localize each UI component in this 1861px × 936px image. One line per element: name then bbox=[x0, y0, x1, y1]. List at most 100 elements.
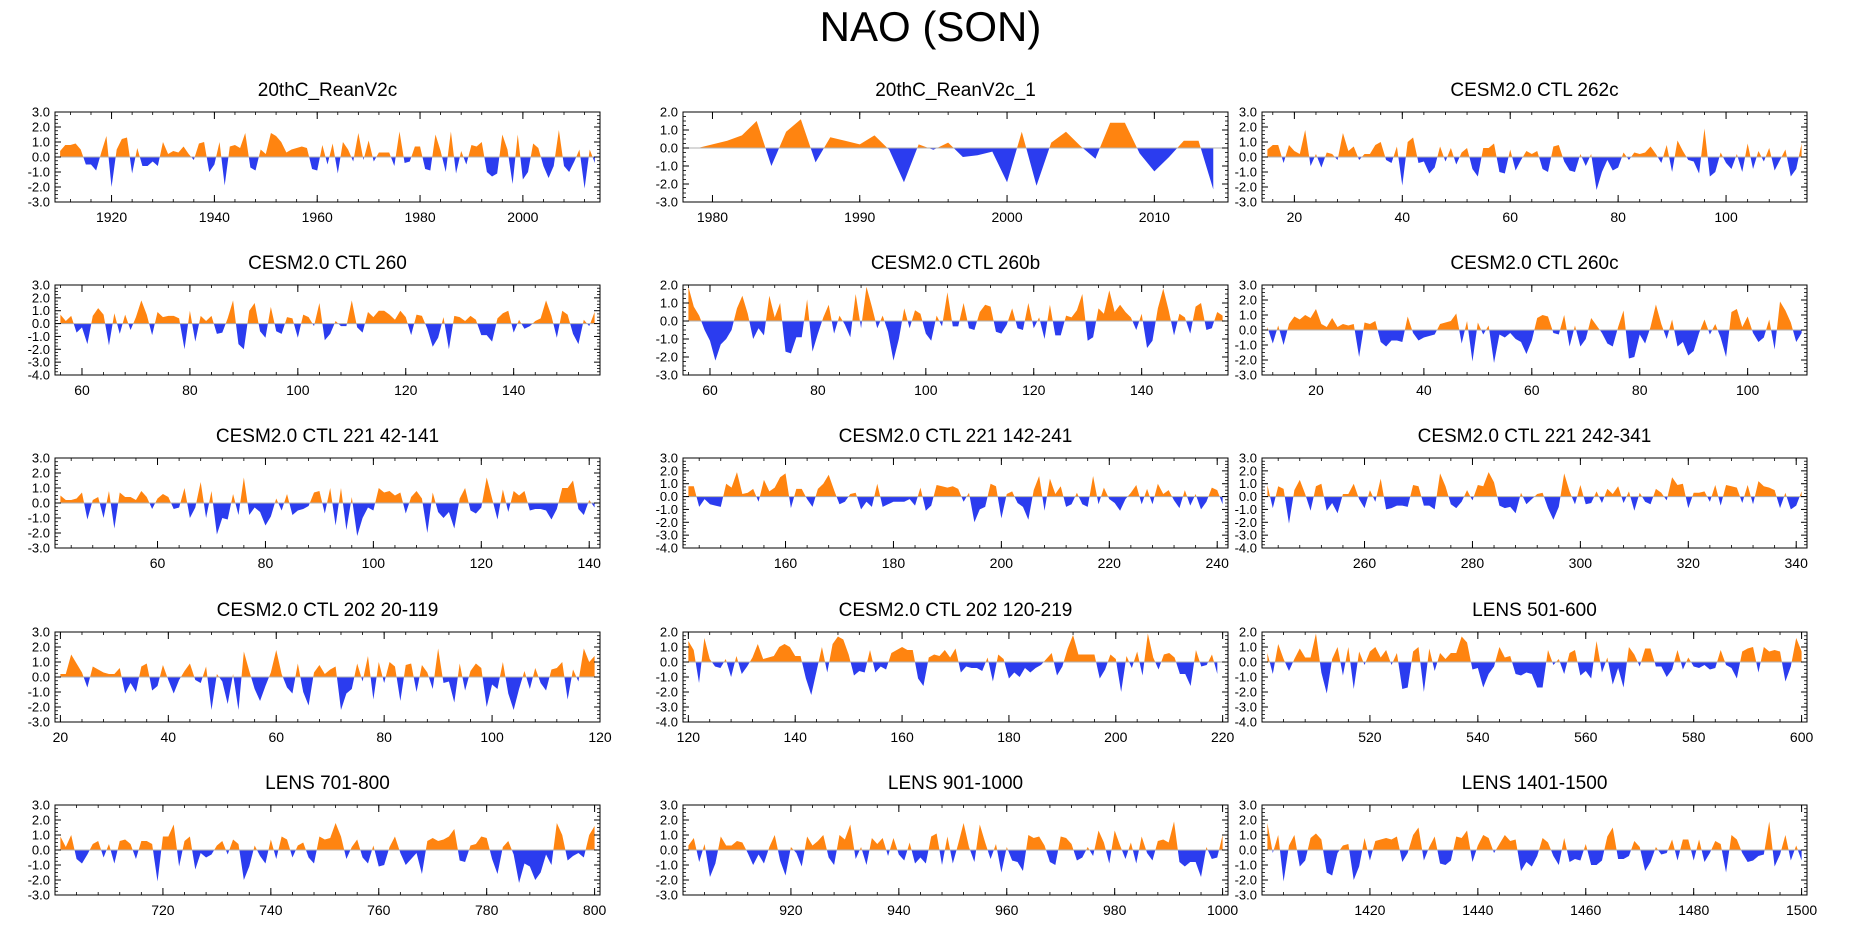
x-tick-label: 120 bbox=[394, 382, 418, 398]
x-tick-label: 220 bbox=[1211, 729, 1235, 745]
y-tick-label: 2.0 bbox=[32, 640, 50, 655]
positive-area bbox=[60, 823, 595, 850]
negative-area bbox=[1267, 330, 1802, 363]
y-tick-label: 1.0 bbox=[660, 123, 678, 138]
y-tick-label: 2.0 bbox=[1239, 120, 1257, 135]
x-tick-label: 1980 bbox=[697, 209, 728, 225]
negative-area bbox=[60, 323, 595, 350]
negative-area bbox=[1267, 850, 1802, 882]
y-tick-label: -2.0 bbox=[1235, 873, 1257, 888]
panel-plot: -3.0 -2.0 -1.0 0.0 1.0 2.0 60 80 100 120 140 bbox=[656, 278, 1229, 398]
y-tick-label: -1.0 bbox=[28, 511, 50, 526]
y-tick-label: 0.0 bbox=[660, 489, 678, 504]
y-tick-label: -2.0 bbox=[656, 873, 678, 888]
y-tick-label: -2.0 bbox=[656, 177, 678, 192]
panel-plot: -3.0-2.0-1.00.01.02.03.0 1420 1440 1460 1480… bbox=[1235, 798, 1818, 919]
x-tick-label: 120 bbox=[677, 729, 701, 745]
x-tick-label: 2010 bbox=[1139, 209, 1170, 225]
y-tick-label: 2.0 bbox=[660, 625, 678, 640]
panel-plot: -3.0-2.0-1.00.01.02.03.0 20 40 60 80 100 120 bbox=[28, 625, 612, 746]
x-tick-label: 80 bbox=[1610, 209, 1626, 225]
panel-title: CESM2.0 CTL 221 142-241 bbox=[838, 426, 1073, 447]
y-tick-label: -4.0 bbox=[1235, 541, 1257, 556]
y-tick-label: -3.0 bbox=[28, 888, 50, 903]
y-tick-label: 2.0 bbox=[1239, 813, 1257, 828]
y-tick-label: 2.0 bbox=[1239, 293, 1257, 308]
panel-title: LENS 901-1000 bbox=[887, 773, 1024, 794]
y-tick-label: -3.0 bbox=[656, 195, 678, 210]
y-tick-label: -1.0 bbox=[656, 670, 678, 685]
x-tick-label: 200 bbox=[990, 555, 1014, 571]
y-tick-label: -3.0 bbox=[28, 541, 50, 556]
y-tick-label: -3.0 bbox=[656, 368, 678, 383]
y-tick-label: 3.0 bbox=[1239, 798, 1257, 813]
x-tick-label: 340 bbox=[1785, 555, 1809, 571]
x-tick-label: 940 bbox=[887, 902, 911, 918]
negative-area bbox=[697, 148, 1214, 190]
y-tick-label: -3.0 bbox=[1235, 888, 1257, 903]
positive-area bbox=[60, 130, 595, 157]
negative-area bbox=[1267, 496, 1802, 524]
y-tick-label: 0.0 bbox=[660, 843, 678, 858]
panel-title: CESM2.0 CTL 260c bbox=[1450, 253, 1619, 274]
positive-area bbox=[688, 821, 1223, 850]
y-tick-label: 1.0 bbox=[1239, 135, 1257, 150]
y-tick-label: 1.0 bbox=[660, 296, 678, 311]
y-tick-label: 2.0 bbox=[1239, 463, 1257, 478]
x-tick-label: 100 bbox=[480, 729, 504, 745]
panel-title: LENS 701-800 bbox=[265, 773, 390, 794]
x-tick-label: 300 bbox=[1569, 555, 1593, 571]
y-tick-label: -1.0 bbox=[1235, 502, 1257, 517]
chart-panel: CESM2.0 CTL 221 242-341 -4.0 -3.0 -2.0 -1.0 0… bbox=[1235, 426, 1809, 588]
panel-title: LENS 501-600 bbox=[1472, 600, 1597, 621]
x-tick-label: 60 bbox=[702, 382, 718, 398]
positive-area bbox=[688, 633, 1218, 662]
y-tick-label: 2.0 bbox=[32, 466, 50, 481]
x-tick-label: 140 bbox=[784, 729, 808, 745]
y-tick-label: 0.0 bbox=[660, 655, 678, 670]
y-tick-label: 0.0 bbox=[1239, 843, 1257, 858]
y-tick-label: -1.0 bbox=[1235, 670, 1257, 685]
y-tick-label: -2.0 bbox=[28, 342, 50, 357]
x-tick-label: 220 bbox=[1098, 555, 1122, 571]
x-tick-label: 960 bbox=[995, 902, 1019, 918]
x-tick-label: 180 bbox=[882, 555, 906, 571]
x-tick-label: 40 bbox=[1416, 382, 1432, 398]
y-tick-label: 2.0 bbox=[32, 813, 50, 828]
negative-area bbox=[688, 321, 1223, 361]
plot-frame bbox=[682, 631, 1229, 723]
y-tick-label: 0.0 bbox=[660, 314, 678, 329]
x-tick-label: 100 bbox=[362, 555, 386, 571]
x-tick-label: 1980 bbox=[404, 209, 435, 225]
x-tick-label: 100 bbox=[1714, 209, 1738, 225]
x-tick-label: 1000 bbox=[1207, 902, 1238, 918]
panel-plot: -3.0-2.0-1.00.01.02.03.0 720 740 760 780 800 bbox=[28, 798, 607, 919]
y-tick-label: -1.0 bbox=[656, 502, 678, 517]
y-tick-label: 2.0 bbox=[660, 278, 678, 293]
y-tick-label: 1.0 bbox=[32, 655, 50, 670]
positive-area bbox=[688, 472, 1223, 497]
chart-panel: CESM2.0 CTL 260c -3.0 -2.0 -1.0 0.0 1.0 2.0 3.0… bbox=[1235, 253, 1808, 415]
x-tick-label: 1940 bbox=[199, 209, 230, 225]
y-tick-label: 3.0 bbox=[32, 625, 50, 640]
y-tick-label: 0.0 bbox=[32, 843, 50, 858]
positive-area bbox=[1267, 472, 1802, 497]
x-tick-label: 100 bbox=[914, 382, 938, 398]
panel-title: 20thC_ReanV2c_1 bbox=[875, 80, 1036, 101]
x-tick-label: 140 bbox=[502, 382, 526, 398]
x-tick-label: 120 bbox=[1022, 382, 1046, 398]
y-tick-label: 1.0 bbox=[1239, 640, 1257, 655]
positive-area bbox=[697, 119, 1214, 148]
x-tick-label: 2000 bbox=[507, 209, 538, 225]
chart-panel: CESM2.0 CTL 202 120-219 -4.0 -3.0 -2.0 -1.0 0… bbox=[656, 600, 1235, 762]
positive-area bbox=[60, 477, 595, 503]
positive-area bbox=[60, 300, 595, 324]
y-tick-label: -2.0 bbox=[28, 700, 50, 715]
x-tick-label: 20 bbox=[1287, 209, 1303, 225]
y-tick-label: -1.0 bbox=[28, 165, 50, 180]
y-tick-label: 2.0 bbox=[32, 290, 50, 305]
chart-panel: 20thC_ReanV2c -3.0 -2.0 -1.0 0.0 1.0 2.0 3.0 192… bbox=[28, 80, 601, 242]
x-tick-label: 740 bbox=[259, 902, 283, 918]
y-tick-label: -3.0 bbox=[1235, 195, 1257, 210]
y-tick-label: -2.0 bbox=[656, 685, 678, 700]
